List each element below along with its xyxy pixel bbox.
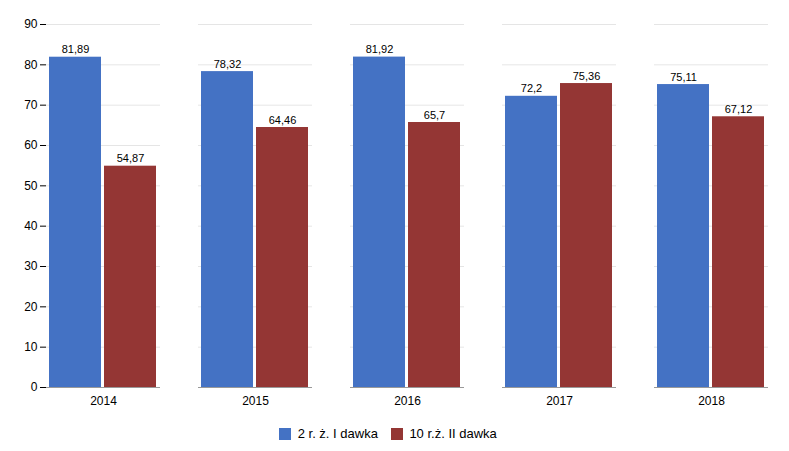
svg-text:54,87: 54,87 [117,152,145,164]
html-text:10 r.ż. II dawka: 10 r.ż. II dawka [409,426,497,441]
svg-text:78,32: 78,32 [214,58,242,70]
svg-text:2015: 2015 [242,394,269,408]
svg-text:81,92: 81,92 [366,43,394,55]
html-text:2 r. ż. I dawka: 2 r. ż. I dawka [297,426,378,441]
svg-text:2014: 2014 [90,394,117,408]
svg-text:64,46: 64,46 [269,114,297,126]
svg-text:0: 0 [31,380,38,394]
svg-text:20: 20 [24,300,38,314]
svg-text:80: 80 [24,58,38,72]
svg-text:30: 30 [24,259,38,273]
svg-text:81,89: 81,89 [62,43,90,55]
svg-text:75,11: 75,11 [670,71,697,83]
svg-text:50: 50 [24,179,38,193]
svg-text:60: 60 [24,138,38,152]
svg-text:72,2: 72,2 [521,82,542,94]
svg-text:90: 90 [24,17,38,31]
svg-text:67,12: 67,12 [725,103,753,115]
svg-text:70: 70 [24,98,38,112]
svg-text:10: 10 [24,340,38,354]
svg-text:2016: 2016 [394,394,421,408]
svg-text:75,36: 75,36 [573,70,601,82]
svg-text:65,7: 65,7 [424,109,445,121]
svg-text:2018: 2018 [698,394,725,408]
svg-text:40: 40 [24,219,38,233]
svg-text:2017: 2017 [546,394,573,408]
